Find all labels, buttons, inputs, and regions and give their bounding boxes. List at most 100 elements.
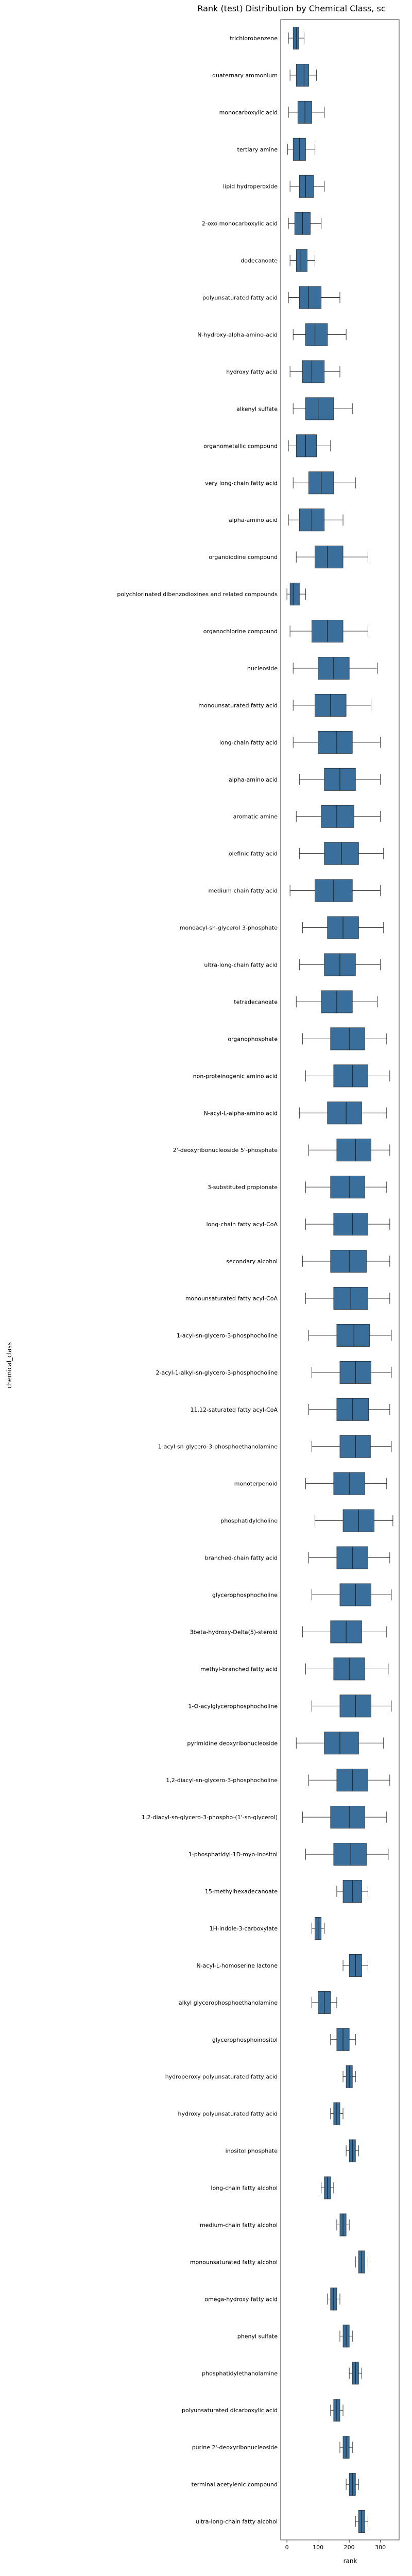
category-label: polychlorinated dibenzodioxines and rela… bbox=[117, 591, 278, 598]
category-label: terminal acetylenic compound bbox=[192, 2481, 278, 2488]
category-label: alpha-amino acid bbox=[229, 517, 278, 523]
category-label: methyl-branched fatty acid bbox=[200, 1666, 278, 1672]
category-label: monoterpenoid bbox=[234, 1481, 278, 1487]
category-label: tertiary amine bbox=[237, 146, 278, 153]
category-label: 1-acyl-sn-glycero-3-phosphoethanolamine bbox=[158, 1444, 278, 1450]
category-label: monounsaturated fatty acyl-CoA bbox=[185, 1295, 278, 1302]
plot-frame bbox=[280, 19, 400, 2540]
category-label: monocarboxylic acid bbox=[219, 109, 278, 116]
category-label: 11,12-saturated fatty acyl-CoA bbox=[190, 1406, 278, 1413]
category-labels: trichlorobenzene quaternary ammonium monoc… bbox=[117, 35, 278, 2525]
box bbox=[289, 583, 300, 606]
category-label: nucleoside bbox=[247, 665, 278, 672]
category-label: 1,2-diacyl-sn-glycero-3-phosphocholine bbox=[166, 1777, 278, 1784]
category-label: N-acyl-L-alpha-amino acid bbox=[204, 1110, 278, 1116]
box bbox=[330, 1806, 365, 1829]
box bbox=[305, 397, 334, 420]
box bbox=[339, 1435, 371, 1458]
category-label: hydroxy polyunsaturated fatty acid bbox=[178, 2111, 278, 2117]
category-label: 3-substituted propionate bbox=[208, 1184, 278, 1191]
box bbox=[330, 1027, 365, 1050]
category-label: 2-acyl-1-alkyl-sn-glycero-3-phosphocholi… bbox=[156, 1369, 278, 1376]
box bbox=[336, 1324, 370, 1347]
box bbox=[293, 26, 299, 49]
category-label: inositol phosphate bbox=[226, 2148, 278, 2155]
box bbox=[336, 1139, 371, 1162]
box bbox=[296, 249, 307, 272]
box bbox=[327, 1101, 362, 1125]
category-label: N-hydroxy-alpha-amino-acid bbox=[197, 332, 278, 338]
category-label: N-acyl-L-homoserine lactone bbox=[196, 1962, 278, 1969]
category-label: organophosphate bbox=[228, 1036, 278, 1042]
chart-title: Rank (test) Distribution by Chemical Cla… bbox=[197, 4, 385, 13]
category-label: 2'-deoxyribonucleoside 5'-phosphate bbox=[173, 1147, 278, 1154]
box bbox=[330, 1250, 367, 1273]
category-label: ultra-long-chain fatty acid bbox=[204, 962, 278, 969]
category-label: glycerophosphocholine bbox=[212, 1592, 278, 1599]
x-tick-label: 100 bbox=[313, 2544, 323, 2551]
box bbox=[305, 323, 328, 346]
category-label: 1-acyl-sn-glycero-3-phosphocholine bbox=[177, 1332, 278, 1339]
category-label: long-chain fatty acyl-CoA bbox=[207, 1221, 278, 1228]
category-label: medium-chain fatty alcohol bbox=[200, 2222, 278, 2229]
category-label: pyrimidine deoxyribonucleoside bbox=[187, 1740, 278, 1747]
category-label: olefinic fatty acid bbox=[229, 851, 278, 857]
category-label: non-proteinogenic amino acid bbox=[193, 1073, 278, 1079]
category-label: 1,2-diacyl-sn-glycero-3-phospho-(1'-sn-g… bbox=[142, 1814, 278, 1821]
box bbox=[336, 1398, 369, 1421]
category-label: ultra-long-chain fatty alcohol bbox=[196, 2518, 278, 2525]
category-label: polyunsaturated dicarboxylic acid bbox=[182, 2407, 278, 2414]
category-label: branched-chain fatty acid bbox=[205, 1555, 278, 1562]
category-label: long-chain fatty alcohol bbox=[211, 2185, 278, 2192]
category-label: monounsaturated fatty acid bbox=[198, 702, 278, 709]
category-label: lipid hydroperoxide bbox=[223, 183, 278, 190]
x-tick-label: 0 bbox=[285, 2544, 289, 2551]
category-label: glycerophosphoinositol bbox=[212, 2037, 278, 2043]
category-label: 15-methylhexadecanoate bbox=[205, 1888, 278, 1895]
category-label: secondary alcohol bbox=[226, 1258, 278, 1265]
category-label: 1-O-acylglycerophosphocholine bbox=[188, 1703, 278, 1709]
category-label: omega-hydroxy fatty acid bbox=[204, 2296, 278, 2302]
category-label: phosphatidylethanolamine bbox=[202, 2370, 278, 2377]
category-label: alpha-amino acid bbox=[229, 776, 278, 783]
box bbox=[333, 1213, 368, 1236]
box bbox=[302, 360, 325, 383]
y-axis-label: chemical_class bbox=[6, 1342, 13, 1388]
category-label: alkenyl sulfate bbox=[236, 405, 278, 412]
box bbox=[315, 546, 344, 569]
category-label: phosphatidylcholine bbox=[220, 1518, 278, 1524]
category-label: hydroperoxy polyunsaturated fatty acid bbox=[165, 2074, 278, 2080]
category-label: 2-oxo monocarboxylic acid bbox=[202, 221, 278, 227]
x-axis: 0 100 200 300 bbox=[285, 2540, 386, 2551]
boxes-layer bbox=[286, 26, 393, 2533]
category-label: 1-phosphatidyl-1D-myo-inositol bbox=[188, 1851, 278, 1858]
box bbox=[318, 731, 353, 754]
category-label: very long-chain fatty acid bbox=[205, 480, 278, 486]
x-axis-label: rank bbox=[344, 2557, 357, 2565]
category-label: monounsaturated fatty alcohol bbox=[190, 2259, 278, 2265]
category-label: polyunsaturated fatty acid bbox=[202, 295, 278, 301]
x-tick-label: 200 bbox=[344, 2544, 355, 2551]
category-label: long-chain fatty acid bbox=[219, 739, 278, 746]
category-label: monoacyl-sn-glycerol 3-phosphate bbox=[180, 925, 278, 931]
category-label: aromatic amine bbox=[233, 814, 278, 820]
category-label: quaternary ammonium bbox=[212, 72, 278, 79]
category-label: trichlorobenzene bbox=[230, 35, 278, 42]
category-label: hydroxy fatty acid bbox=[226, 368, 278, 375]
box bbox=[296, 434, 317, 457]
box bbox=[330, 1176, 365, 1199]
box bbox=[333, 1843, 367, 1866]
category-label: organoiodine compound bbox=[209, 554, 278, 561]
category-label: phenyl sulfate bbox=[237, 2333, 278, 2340]
category-label: alkyl glycerophosphoethanolamine bbox=[179, 1999, 278, 2006]
box bbox=[324, 1732, 359, 1755]
box bbox=[296, 63, 309, 87]
category-label: tetradecanoate bbox=[234, 998, 278, 1005]
box bbox=[299, 286, 322, 309]
box bbox=[299, 175, 314, 198]
category-label: 3beta-hydroxy-Delta(5)-steroid bbox=[190, 1629, 278, 1635]
category-label: medium-chain fatty acid bbox=[208, 888, 278, 894]
x-tick-label: 300 bbox=[375, 2544, 386, 2551]
category-label: 1H-indole-3-carboxylate bbox=[210, 1925, 278, 1932]
